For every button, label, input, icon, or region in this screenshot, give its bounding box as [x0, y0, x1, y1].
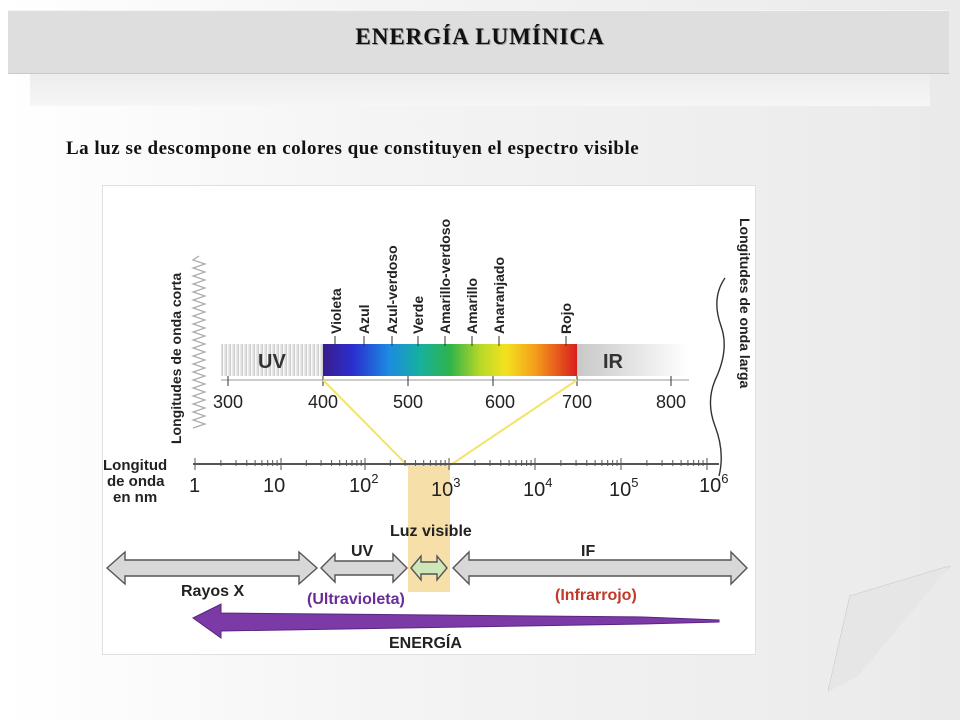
nm-tick-labels: 300 400 500 600 700 800: [213, 392, 686, 412]
color-labels: Violeta Azul Azul-verdoso Verde Amarillo…: [328, 219, 574, 334]
uv-band-label: UV: [258, 351, 286, 373]
short-wave-label: Longitudes de onda corta: [168, 273, 184, 444]
color-label-ticks: [334, 336, 567, 346]
page-fold-decoration: [828, 566, 951, 692]
energy-arrow: [192, 603, 720, 639]
if-arrow: [452, 550, 748, 586]
long-wave-label: Longitudes de onda larga: [737, 218, 753, 389]
log-tick-10-2: 102: [349, 471, 378, 497]
color-label-azul-verdoso: Azul-verdoso: [384, 245, 400, 334]
nm-tick-400: 400: [308, 392, 338, 412]
title-bar: [8, 10, 949, 74]
scale-label-line-2: de onda: [107, 473, 165, 490]
log-tick-10-5: 105: [609, 475, 638, 501]
ir-band: [577, 344, 689, 376]
visible-spectrum-band: [323, 344, 577, 376]
uv-region-label: UV: [351, 543, 374, 560]
nm-tick-300: 300: [213, 392, 243, 412]
spectrum-figure: Longitudes de onda corta Longitudes de o…: [102, 185, 756, 655]
log-tick-labels: 1 10 102 103 104 105 106: [189, 471, 728, 501]
log-tick-10-4: 104: [523, 475, 552, 501]
color-label-amarillo: Amarillo: [464, 278, 480, 334]
visible-arrow: [410, 554, 448, 582]
energy-label: ENERGÍA: [389, 633, 462, 652]
scale-label-line-1: Longitud: [103, 457, 167, 474]
log-tick-10: 10: [263, 475, 285, 497]
log-tick-10-3: 103: [431, 475, 460, 501]
if-region-name: (Infrarrojo): [555, 587, 637, 604]
log-tick-1: 1: [189, 475, 200, 497]
nm-tick-500: 500: [393, 392, 423, 412]
color-label-amarillo-verdoso: Amarillo-verdoso: [437, 219, 453, 334]
uv-region-name: (Ultravioleta): [307, 591, 405, 608]
log-minor-ticks: [194, 458, 708, 470]
uv-band: [221, 344, 323, 376]
xray-region-label: Rayos X: [181, 583, 244, 600]
nm-tick-600: 600: [485, 392, 515, 412]
beam-right: [448, 379, 578, 467]
uv-arrow: [320, 552, 408, 584]
scale-label: Longitud de onda en nm: [103, 457, 167, 506]
short-wave-icon: [191, 255, 207, 429]
color-label-violeta: Violeta: [328, 288, 344, 334]
slide-title: ENERGÍA LUMÍNICA: [355, 24, 605, 49]
projection-beam: [323, 380, 577, 464]
log-tick-10-6: 106: [699, 471, 728, 497]
nm-tick-800: 800: [656, 392, 686, 412]
ir-band-label: IR: [603, 351, 624, 373]
title-shadow: [30, 72, 930, 106]
long-wave-brace: [709, 277, 726, 477]
slide-subtitle: La luz se descompone en colores que cons…: [66, 138, 640, 159]
color-label-anaranjado: Anaranjado: [491, 257, 507, 334]
nm-axis-ticks: [227, 376, 672, 386]
region-arrows: [105, 550, 748, 586]
spectrum-diagram: Longitudes de onda corta Longitudes de o…: [103, 218, 753, 652]
visible-light-label: Luz visible: [390, 523, 472, 540]
color-label-rojo: Rojo: [558, 303, 574, 334]
if-region-label: IF: [581, 543, 595, 560]
color-label-verde: Verde: [410, 296, 426, 334]
xray-arrow: [105, 550, 319, 586]
scale-label-line-3: en nm: [113, 489, 157, 506]
beam-left: [322, 379, 409, 467]
color-label-azul: Azul: [356, 304, 372, 334]
nm-tick-700: 700: [562, 392, 592, 412]
